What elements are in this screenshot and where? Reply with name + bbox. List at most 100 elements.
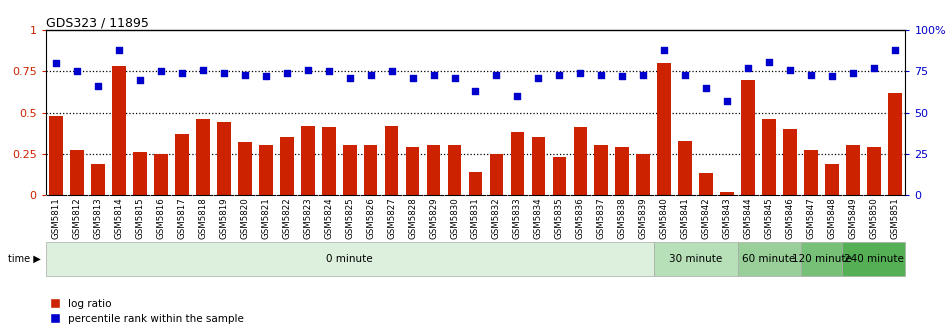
Bar [280,137,294,195]
Text: GSM5837: GSM5837 [597,197,606,239]
Text: GSM5817: GSM5817 [178,197,186,239]
Text: GSM5811: GSM5811 [51,197,61,239]
Bar [46,242,653,276]
Bar [112,67,126,195]
Point [363,72,378,77]
Text: GSM5825: GSM5825 [345,197,354,239]
Bar [594,145,608,195]
Bar [154,154,167,195]
Text: 0 minute: 0 minute [326,254,373,264]
Text: GSM5824: GSM5824 [324,197,333,239]
Bar [699,173,713,195]
Point [49,60,64,66]
Bar [888,93,902,195]
Bar [825,164,839,195]
Point [90,84,106,89]
Point [447,75,462,81]
Bar [763,119,776,195]
Text: GSM5814: GSM5814 [114,197,124,239]
Bar [175,134,188,195]
Point [237,72,252,77]
Text: GSM5815: GSM5815 [135,197,145,239]
Point [69,69,85,74]
Bar [738,242,801,276]
Point [614,74,630,79]
Bar [805,151,818,195]
Text: GSM5845: GSM5845 [765,197,773,239]
Text: GSM5816: GSM5816 [157,197,165,239]
Point [804,72,819,77]
Text: 120 minute: 120 minute [791,254,851,264]
Point [426,72,441,77]
Text: GSM5821: GSM5821 [262,197,270,239]
Text: GSM5820: GSM5820 [241,197,249,239]
Point [301,67,316,73]
Text: GSM5838: GSM5838 [618,197,627,239]
Point [656,47,671,53]
Text: 60 minute: 60 minute [743,254,796,264]
Bar [720,192,734,195]
Bar [427,145,440,195]
Text: GSM5823: GSM5823 [303,197,312,239]
Bar [653,242,738,276]
Text: GSM5834: GSM5834 [534,197,543,239]
Text: GSM5847: GSM5847 [806,197,816,239]
Point [531,75,546,81]
Text: GSM5844: GSM5844 [744,197,752,239]
Point [259,74,274,79]
Point [552,72,567,77]
Bar [657,63,671,195]
Text: GSM5832: GSM5832 [492,197,501,239]
Point [741,66,756,71]
Point [699,85,714,91]
Bar [741,80,755,195]
Point [762,59,777,64]
Bar [70,151,84,195]
Point [153,69,168,74]
Bar [91,164,105,195]
Bar [385,126,398,195]
Text: GSM5822: GSM5822 [282,197,291,239]
Point [720,98,735,104]
Bar [49,116,63,195]
Bar [364,145,378,195]
Point [132,77,147,82]
Bar [511,132,524,195]
Text: GSM5839: GSM5839 [639,197,648,239]
Bar [615,147,630,195]
Point [593,72,609,77]
Text: 30 minute: 30 minute [670,254,723,264]
Point [342,75,358,81]
Text: GSM5851: GSM5851 [890,197,900,239]
Bar [133,152,146,195]
Point [405,75,420,81]
Point [321,69,337,74]
Text: GSM5829: GSM5829 [429,197,438,239]
Text: GDS323 / 11895: GDS323 / 11895 [46,16,148,29]
Point [111,47,126,53]
Point [635,72,650,77]
Point [783,67,798,73]
Point [677,72,692,77]
Point [468,88,483,94]
Text: GSM5840: GSM5840 [660,197,669,239]
Bar [846,145,860,195]
Text: GSM5819: GSM5819 [220,197,228,239]
Bar [784,129,797,195]
Text: GSM5813: GSM5813 [93,197,103,239]
Bar [196,119,210,195]
Text: GSM5818: GSM5818 [199,197,207,239]
Point [195,67,210,73]
Text: GSM5830: GSM5830 [450,197,459,239]
Bar [406,147,419,195]
Legend: log ratio, percentile rank within the sample: log ratio, percentile rank within the sa… [50,299,243,324]
Point [384,69,399,74]
Bar [532,137,545,195]
Text: GSM5826: GSM5826 [366,197,375,239]
Bar [867,147,881,195]
Bar [843,242,905,276]
Bar [636,154,650,195]
Text: GSM5831: GSM5831 [471,197,480,239]
Bar [678,140,692,195]
Point [174,70,189,76]
